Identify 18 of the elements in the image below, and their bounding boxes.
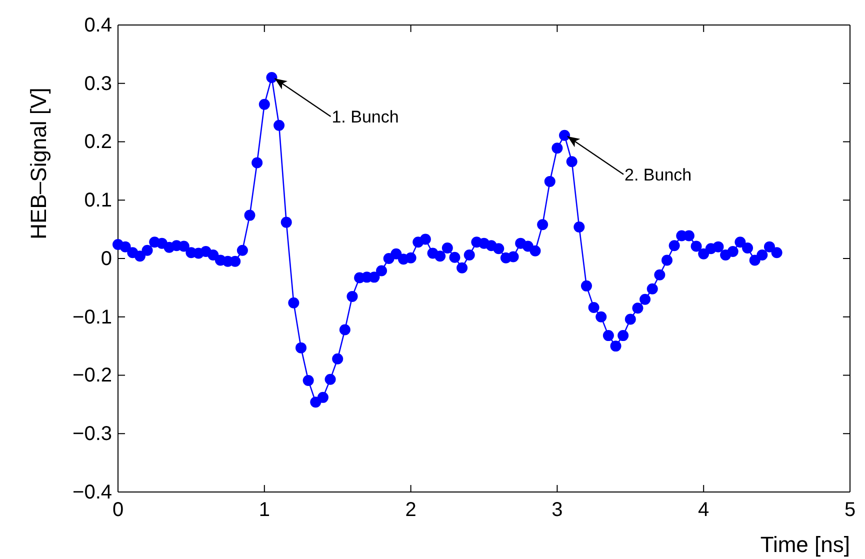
x-tick-label: 3 [552,499,563,522]
x-axis-title: Time [ns] [760,532,850,557]
x-tick-label: 5 [844,499,856,522]
y-tick-label: 0 [100,248,112,270]
y-tick-label: 0.1 [84,190,112,212]
y-tick-label: −0.2 [72,364,112,387]
y-tick-label: −0.3 [72,423,112,446]
y-tick-label: 0.3 [84,72,112,95]
annotation: 2. Bunch [624,165,692,184]
x-tick-label: 1 [258,499,270,522]
y-tick-label: 0.4 [84,14,112,36]
y-axis-title: HEB–Signal [V] [26,88,51,240]
y-tick-label: −0.4 [72,481,112,504]
y-tick-label: −0.1 [72,306,112,328]
y-tick-label: 0.2 [84,131,112,154]
x-tick-label: 2 [405,499,416,522]
annotation: 1. Bunch [332,108,399,127]
x-tick-label: 4 [698,499,710,522]
